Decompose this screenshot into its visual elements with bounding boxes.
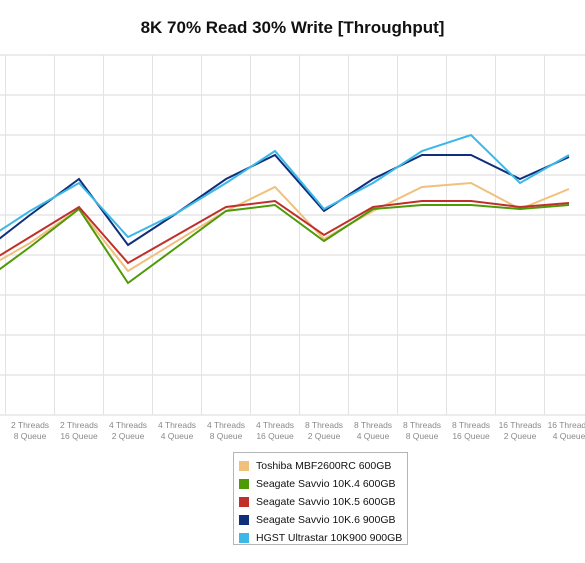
legend-label: Seagate Savvio 10K.5 600GB — [256, 496, 396, 508]
series-lines — [0, 133, 570, 285]
series-line-2 — [0, 203, 570, 285]
legend-item: Seagate Savvio 10K.4 600GB — [239, 475, 407, 493]
legend-item: HGST Ultrastar 10K900 900GB — [239, 529, 407, 547]
x-tick-label: 8 Threads 4 Queue — [354, 420, 392, 441]
legend: Toshiba MBF2600RC 600GB Seagate Savvio 10… — [233, 452, 408, 545]
chart-title: 8K 70% Read 30% Write [Throughput] — [140, 18, 445, 37]
grid-lines — [0, 54, 585, 416]
legend-label: Seagate Savvio 10K.6 900GB — [256, 514, 396, 526]
x-tick-label: 4 Threads 8 Queue — [207, 420, 245, 441]
x-tick-label: 8 Threads 8 Queue — [403, 420, 441, 441]
legend-label: Seagate Savvio 10K.4 600GB — [256, 478, 396, 490]
series-line-4 — [0, 153, 570, 247]
x-tick-label: 4 Threads 4 Queue — [158, 420, 196, 441]
legend-item: Seagate Savvio 10K.6 900GB — [239, 511, 407, 529]
x-tick-label: 2 Threads 8 Queue — [11, 420, 49, 441]
legend-label: HGST Ultrastar 10K900 900GB — [256, 532, 403, 544]
x-tick-label: 8 Threads 2 Queue — [305, 420, 343, 441]
legend-swatch — [239, 515, 249, 525]
x-tick-label: 16 Threads 2 Queue — [499, 420, 542, 441]
series-line-1 — [0, 181, 570, 273]
legend-item: Seagate Savvio 10K.5 600GB — [239, 493, 407, 511]
legend-swatch — [239, 533, 249, 543]
legend-swatch — [239, 479, 249, 489]
x-tick-label: 8 Threads 16 Queue — [452, 420, 490, 441]
legend-swatch — [239, 461, 249, 471]
series-line-3 — [0, 199, 570, 265]
legend-swatch — [239, 497, 249, 507]
series-line-5 — [0, 133, 570, 239]
x-tick-label: 4 Threads 16 Queue — [256, 420, 294, 441]
legend-label: Toshiba MBF2600RC 600GB — [256, 460, 392, 472]
x-tick-label: 4 Threads 2 Queue — [109, 420, 147, 441]
legend-item: Toshiba MBF2600RC 600GB — [239, 457, 407, 475]
x-tick-label: 2 Threads 16 Queue — [60, 420, 98, 441]
